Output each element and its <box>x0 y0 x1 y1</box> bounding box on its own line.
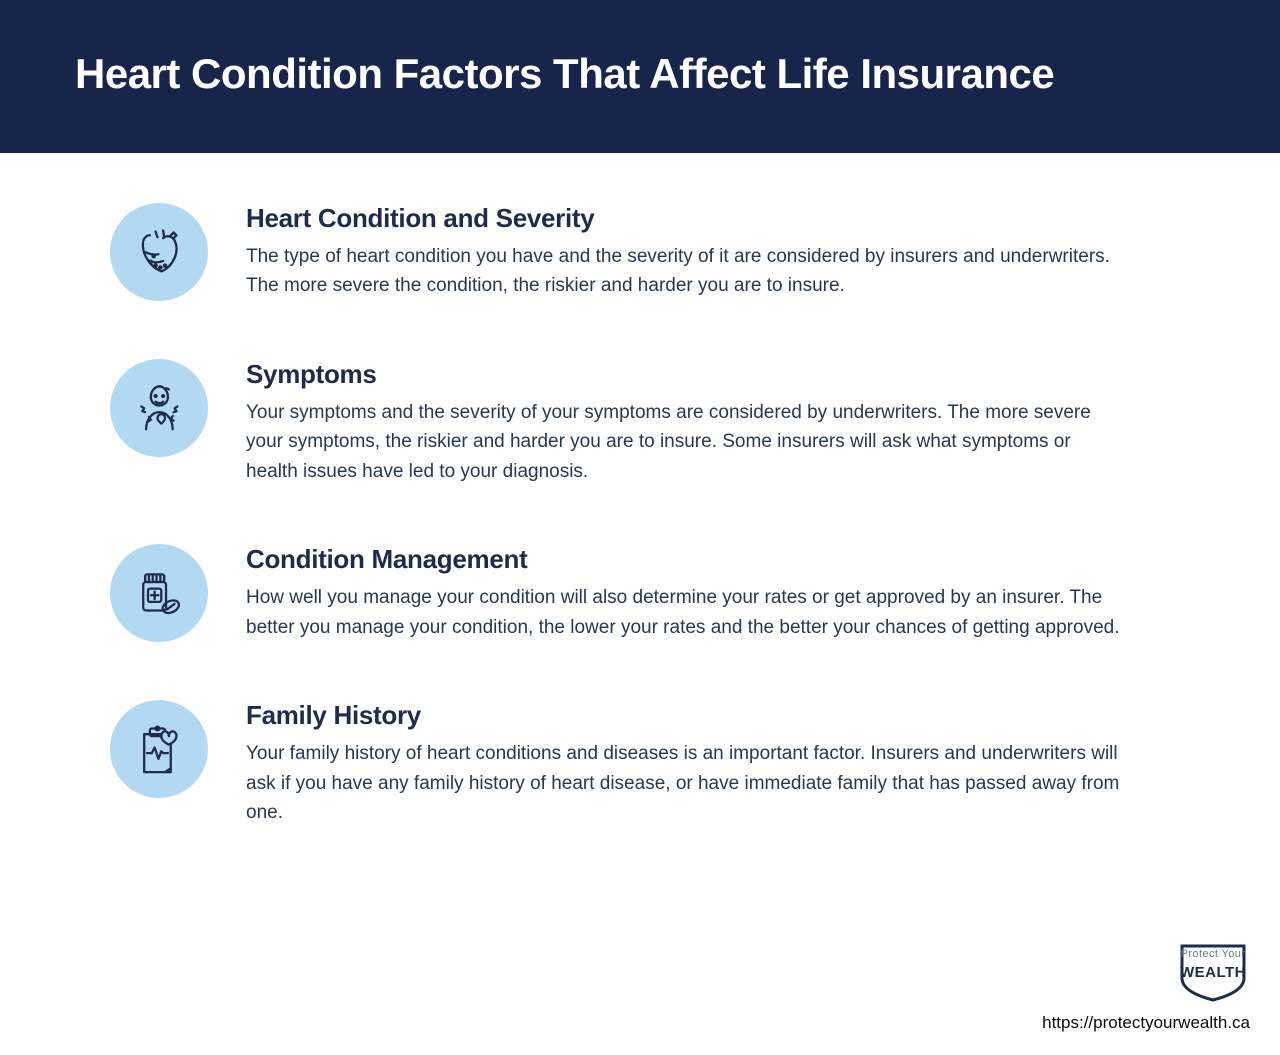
header-bar: Heart Condition Factors That Affect Life… <box>0 0 1280 153</box>
page-title: Heart Condition Factors That Affect Life… <box>75 50 1205 98</box>
factors-list: Heart Condition and Severity The type of… <box>0 153 1280 916</box>
factor-text: Heart Condition and Severity The type of… <box>246 203 1126 301</box>
factor-heading: Condition Management <box>246 544 1126 575</box>
factor-heading: Symptoms <box>246 359 1126 390</box>
shield-icon: Protect Your WEALTH <box>1176 942 1250 1002</box>
factor-heading: Heart Condition and Severity <box>246 203 1126 234</box>
footer-url: https://protectyourwealth.ca <box>1042 1013 1250 1033</box>
footer: Protect Your WEALTH https://protectyourw… <box>1042 942 1250 1033</box>
logo-text-top: Protect Your <box>1181 948 1246 960</box>
clipboard-heart-icon <box>110 700 208 798</box>
factor-text: Symptoms Your symptoms and the severity … <box>246 359 1126 486</box>
factor-item: Symptoms Your symptoms and the severity … <box>110 359 1170 486</box>
factor-text: Condition Management How well you manage… <box>246 544 1126 642</box>
heart-organ-icon <box>110 203 208 301</box>
factor-item: Heart Condition and Severity The type of… <box>110 203 1170 301</box>
factor-body: How well you manage your condition will … <box>246 583 1126 642</box>
factor-body: The type of heart condition you have and… <box>246 242 1126 301</box>
person-chest-pain-icon <box>110 359 208 457</box>
factor-body: Your family history of heart conditions … <box>246 739 1126 827</box>
factor-item: Condition Management How well you manage… <box>110 544 1170 642</box>
factor-heading: Family History <box>246 700 1126 731</box>
logo-text-bottom: WEALTH <box>1180 964 1246 981</box>
factor-item: Family History Your family history of he… <box>110 700 1170 827</box>
medicine-pills-icon <box>110 544 208 642</box>
brand-logo: Protect Your WEALTH <box>1176 942 1250 1002</box>
factor-text: Family History Your family history of he… <box>246 700 1126 827</box>
factor-body: Your symptoms and the severity of your s… <box>246 398 1126 486</box>
